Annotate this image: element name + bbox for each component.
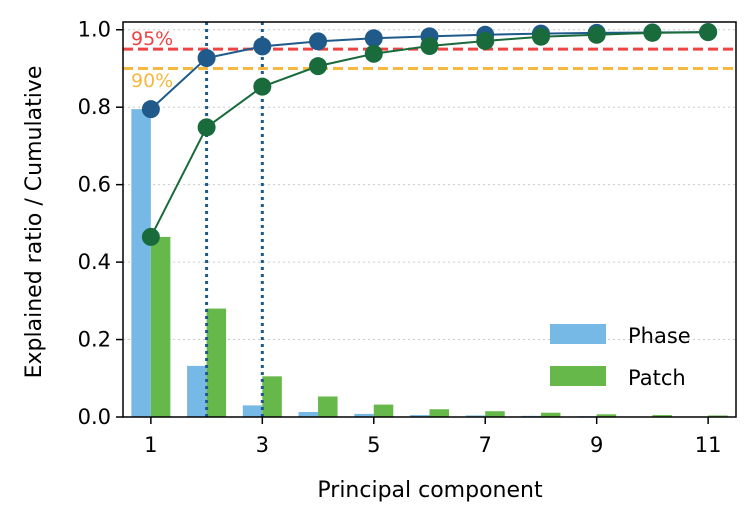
cumulative-point-2-5 <box>365 45 383 63</box>
bar-patch-4 <box>318 396 338 417</box>
bar-phase-4 <box>299 412 319 417</box>
y-axis-label: Explained ratio / Cumulative <box>22 66 47 379</box>
cumulative-point-2-1 <box>142 228 160 246</box>
y-tick-label: 1.0 <box>78 18 111 42</box>
threshold-label-90: 90% <box>131 70 173 92</box>
cumulative-point-2-6 <box>421 37 439 55</box>
cumulative-lines <box>142 23 717 246</box>
bar-phase-3 <box>243 405 263 417</box>
cumulative-point-2-7 <box>476 32 494 50</box>
bar-patch-5 <box>374 405 394 417</box>
cumulative-point-1-3 <box>253 37 271 55</box>
bar-phase-2 <box>187 366 207 417</box>
cumulative-point-1-2 <box>198 49 216 67</box>
cumulative-point-2-2 <box>198 118 216 136</box>
bar-patch-3 <box>262 376 282 417</box>
bar-patch-7 <box>485 411 505 417</box>
x-tick-label: 3 <box>256 433 269 457</box>
legend-swatch-patch <box>550 366 606 386</box>
legend-label-patch: Patch <box>628 366 686 390</box>
cumulative-point-1-4 <box>309 32 327 50</box>
y-tick-label: 0.8 <box>78 95 111 119</box>
cumulative-point-1-1 <box>142 100 160 118</box>
bar-patch-6 <box>430 409 450 417</box>
x-axis-label: Principal component <box>317 478 543 503</box>
cumulative-point-1-5 <box>365 29 383 47</box>
y-tick-label: 0.6 <box>78 173 111 197</box>
cumulative-point-2-10 <box>643 24 661 42</box>
y-tick-label: 0.4 <box>78 250 111 274</box>
legend-swatch-phase <box>550 324 606 344</box>
cumulative-line-2 <box>151 32 708 237</box>
threshold-label-95: 95% <box>131 28 173 50</box>
bar-phase-1 <box>131 109 151 417</box>
bar-patch-1 <box>151 237 171 417</box>
legend-label-phase: Phase <box>628 324 691 348</box>
axes: 0.0 0.2 0.4 0.6 0.8 1.0 1 3 5 7 9 11 <box>78 18 736 457</box>
cumulative-point-2-3 <box>253 78 271 96</box>
x-tick-label: 7 <box>479 433 492 457</box>
x-tick-label: 1 <box>144 433 157 457</box>
y-tick-label: 0.0 <box>78 405 111 429</box>
x-tick-label: 11 <box>695 433 722 457</box>
bar-patch-2 <box>207 309 227 417</box>
x-tick-label: 5 <box>367 433 380 457</box>
y-tick-label: 0.2 <box>78 328 111 352</box>
x-tick-label: 9 <box>590 433 603 457</box>
cumulative-point-2-11 <box>699 23 717 41</box>
legend: Phase Patch <box>550 324 691 390</box>
cumulative-point-2-4 <box>309 57 327 75</box>
cumulative-point-2-8 <box>532 28 550 46</box>
cumulative-point-2-9 <box>588 26 606 44</box>
